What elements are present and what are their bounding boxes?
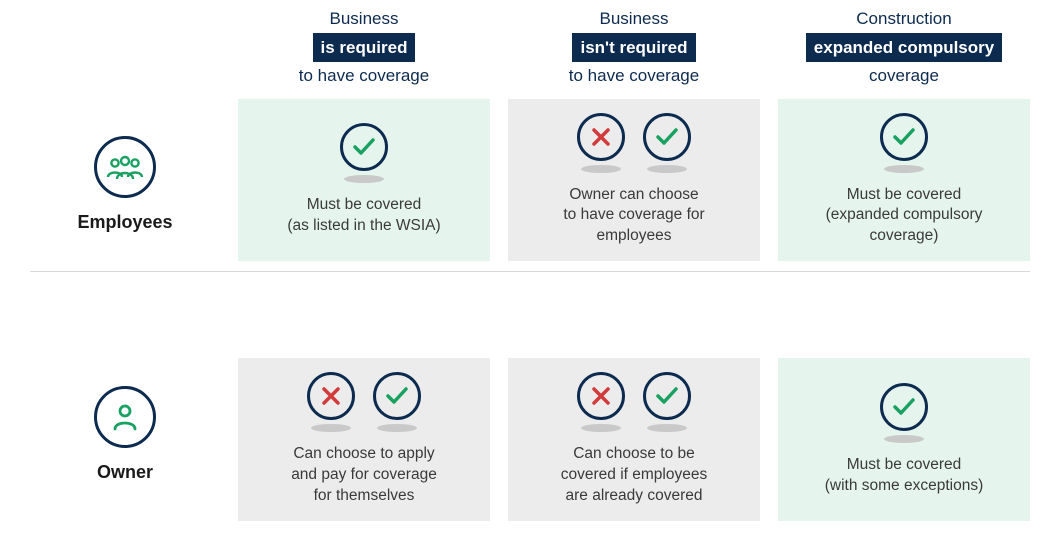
header-post: to have coverage bbox=[299, 66, 429, 85]
icon-row bbox=[880, 383, 928, 443]
cell-text: Can choose to becovered if employeesare … bbox=[561, 444, 707, 507]
cross-icon bbox=[307, 372, 355, 432]
shadow-icon bbox=[884, 165, 924, 173]
icon-row bbox=[340, 123, 388, 183]
shadow-icon bbox=[311, 424, 351, 432]
check-icon bbox=[643, 372, 691, 432]
shadow-icon bbox=[581, 424, 621, 432]
cell-text: Can choose to applyand pay for coveragef… bbox=[291, 444, 437, 507]
icon-row bbox=[577, 113, 691, 173]
cell-employees-construction: Must be covered(expanded compulsorycover… bbox=[778, 99, 1030, 262]
cell-owner-construction: Must be covered(with some exceptions) bbox=[778, 358, 1030, 521]
check-icon bbox=[880, 383, 928, 443]
cell-text: Must be covered(expanded compulsorycover… bbox=[826, 185, 983, 248]
icon-row bbox=[880, 113, 928, 173]
icon-row bbox=[577, 372, 691, 432]
row-label-text: Owner bbox=[97, 462, 153, 483]
column-header-required: Business is required to have coverage bbox=[238, 6, 490, 99]
cross-icon bbox=[577, 372, 625, 432]
column-header-not-required: Business isn't required to have coverage bbox=[508, 6, 760, 99]
header-pre: Business bbox=[600, 9, 669, 28]
header-post: coverage bbox=[869, 66, 939, 85]
row-label-text: Employees bbox=[77, 212, 172, 233]
cell-owner-notrequired: Can choose to becovered if employeesare … bbox=[508, 358, 760, 521]
people-group-icon bbox=[94, 136, 156, 198]
row-label-employees: Employees bbox=[30, 99, 220, 272]
shadow-icon bbox=[647, 165, 687, 173]
cell-employees-required: Must be covered(as listed in the WSIA) bbox=[238, 99, 490, 262]
row-divider bbox=[30, 271, 1030, 272]
check-icon bbox=[373, 372, 421, 432]
row-label-owner: Owner bbox=[30, 348, 220, 521]
header-post: to have coverage bbox=[569, 66, 699, 85]
cell-employees-notrequired: Owner can chooseto have coverage forempl… bbox=[508, 99, 760, 262]
header-pre: Business bbox=[330, 9, 399, 28]
corner-empty bbox=[30, 6, 220, 99]
column-header-construction: Construction expanded compulsory coverag… bbox=[778, 6, 1030, 99]
shadow-icon bbox=[377, 424, 417, 432]
cell-text: Owner can chooseto have coverage forempl… bbox=[563, 185, 704, 248]
shadow-icon bbox=[884, 435, 924, 443]
shadow-icon bbox=[647, 424, 687, 432]
shadow-icon bbox=[581, 165, 621, 173]
check-icon bbox=[643, 113, 691, 173]
cell-text: Must be covered(with some exceptions) bbox=[825, 455, 984, 497]
header-highlight: expanded compulsory bbox=[806, 33, 1002, 63]
check-icon bbox=[340, 123, 388, 183]
check-icon bbox=[880, 113, 928, 173]
header-pre: Construction bbox=[856, 9, 951, 28]
coverage-matrix: Business is required to have coverage Bu… bbox=[0, 0, 1060, 539]
header-highlight: isn't required bbox=[572, 33, 695, 63]
cell-owner-required: Can choose to applyand pay for coveragef… bbox=[238, 358, 490, 521]
header-highlight: is required bbox=[313, 33, 416, 63]
cross-icon bbox=[577, 113, 625, 173]
icon-row bbox=[307, 372, 421, 432]
shadow-icon bbox=[344, 175, 384, 183]
person-icon bbox=[94, 386, 156, 448]
cell-text: Must be covered(as listed in the WSIA) bbox=[287, 195, 440, 237]
